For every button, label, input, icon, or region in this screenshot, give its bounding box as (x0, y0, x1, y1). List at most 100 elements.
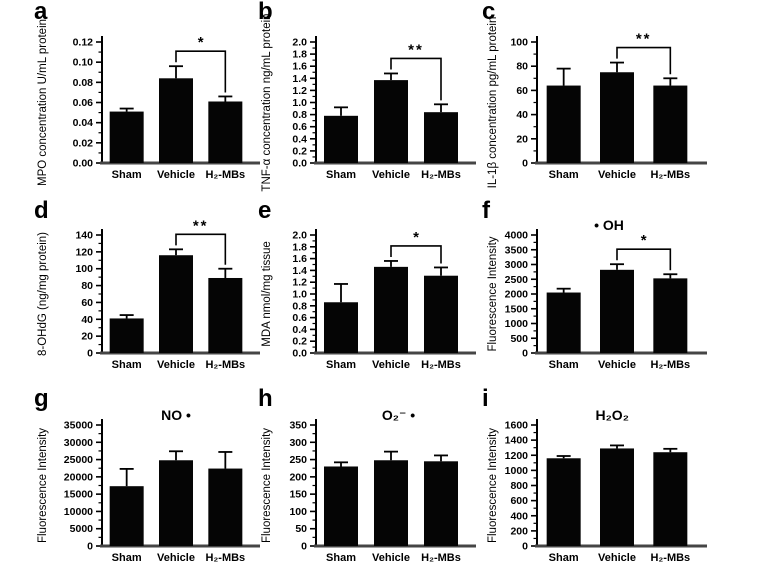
y-tick-label: 0.12 (73, 37, 94, 49)
panel-d-chart: 0 20 40 60 80 100 120 140 8-OHdG (ng/mg protein)… (37, 217, 260, 371)
y-axis-title: MDA nmol/mg tissue (261, 241, 273, 346)
panel-g-chart: 0 5000 10000 15000 20000 25000 30000 35000 Fluor… (37, 407, 260, 564)
y-tick-label: 0.0 (292, 158, 307, 170)
y-tick-label: 1.0 (292, 289, 307, 301)
bar-vehicle (374, 80, 408, 163)
y-tick-label: 0.8 (292, 300, 307, 312)
significance-bracket (390, 57, 442, 101)
y-tick-label: 4000 (505, 230, 529, 242)
bar-sham (546, 85, 581, 163)
y-tick-label: 20 (81, 331, 93, 343)
y-axis-title: Fluorescence Intensity (487, 236, 499, 351)
significance-bracket (390, 245, 442, 264)
panel-title: • OH (594, 217, 624, 233)
y-axis-title: TNF-α concentration ng/mL protein (261, 13, 273, 191)
y-tick-label: 0.06 (73, 97, 94, 109)
bar-h-mbs (208, 277, 243, 353)
category-label: H₂-MBs (421, 359, 461, 371)
y-tick-label: 80 (81, 280, 93, 292)
y-tick-label: 2.0 (292, 230, 307, 242)
y-tick-label: 1200 (505, 450, 529, 462)
panel-i-chart: 0 200 400 600 800 1000 1200 1400 1600 Fluorescenc… (487, 407, 707, 564)
category-label: H₂-MBs (205, 552, 245, 564)
y-tick-label: 1400 (505, 435, 529, 447)
category-label: Sham (549, 552, 579, 564)
significance-label: ** (193, 217, 209, 234)
panel-i: i 0 200 400 600 800 1000 1200 1400 1600 Fluorescen… (482, 385, 764, 578)
y-tick-label: 20000 (64, 471, 93, 483)
y-tick-label: 0.4 (292, 133, 307, 145)
y-tick-label: 0.02 (73, 137, 94, 149)
y-tick-label: 50 (295, 523, 307, 535)
category-label: Vehicle (372, 552, 410, 564)
bar-vehicle (600, 448, 634, 546)
bar-sham (109, 111, 144, 163)
bar-vehicle (600, 269, 634, 353)
y-tick-label: 0 (301, 541, 307, 553)
y-tick-label: 1000 (505, 465, 529, 477)
y-tick-label: 1.8 (292, 241, 307, 253)
y-tick-label: 0 (87, 541, 93, 553)
y-tick-label: 0.2 (292, 145, 307, 157)
y-axis-title: IL-1β concentration pg/mL protein (487, 17, 499, 189)
category-label: Vehicle (598, 359, 636, 371)
bar-h-mbs (208, 101, 243, 163)
y-tick-label: 1.8 (292, 49, 307, 61)
significance-bracket (175, 233, 227, 265)
y-tick-label: 140 (75, 230, 93, 242)
category-label: Vehicle (598, 552, 636, 564)
category-label: Vehicle (157, 359, 195, 371)
category-label: Vehicle (598, 169, 636, 181)
category-label: H₂-MBs (205, 359, 245, 371)
significance-label: * (641, 232, 647, 249)
panel-letter-d: d (34, 197, 49, 224)
y-tick-label: 5000 (70, 523, 94, 535)
category-label: Sham (549, 359, 579, 371)
bar-sham (324, 115, 358, 163)
bar-h-mbs (653, 452, 688, 546)
category-label: Sham (549, 169, 579, 181)
panel-c-chart: 0 20 40 60 80 100 IL-1β concentration pg/mL pr… (487, 17, 707, 189)
y-axis-title: Fluorescence Intensity (487, 428, 499, 543)
significance-label: ** (408, 41, 424, 58)
y-tick-label: 0 (522, 158, 528, 170)
y-tick-label: 1.0 (292, 97, 307, 109)
category-label: Vehicle (157, 169, 195, 181)
panel-a-chart: 0.00 0.02 0.04 0.06 0.08 0.10 0.12 MPO concentr… (37, 19, 260, 186)
panel-letter-a: a (34, 0, 48, 25)
panel-e-chart: 0.00.20.40.60.81.01.21.41.61.82.0 MDA nmo… (261, 229, 476, 371)
y-tick-label: 0 (87, 348, 93, 360)
bar-vehicle (159, 460, 193, 546)
panel-f-chart: 0 500 1000 1500 2000 2500 3000 3500 4000 Fluoresc… (487, 217, 707, 371)
bar-sham (324, 302, 358, 353)
y-tick-label: 100 (510, 37, 528, 49)
y-tick-label: 3500 (505, 244, 529, 256)
y-tick-label: 20 (516, 133, 528, 145)
bar-h-mbs (653, 278, 688, 353)
y-axis-title: Fluorescence Intensity (37, 428, 49, 543)
significance-label: * (413, 229, 419, 246)
y-tick-label: 500 (510, 333, 528, 345)
y-tick-label: 60 (516, 85, 528, 97)
y-tick-label: 35000 (64, 420, 93, 432)
y-tick-label: 200 (289, 471, 307, 483)
y-tick-label: 100 (289, 506, 307, 518)
category-label: H₂-MBs (421, 552, 461, 564)
category-label: Vehicle (372, 359, 410, 371)
bar-sham (546, 292, 581, 353)
panel-a: a 0.00 0.02 0.04 0.06 0.08 0.10 0.12 MPO concent… (0, 0, 260, 195)
y-tick-label: 0.2 (292, 336, 307, 348)
category-label: Vehicle (372, 169, 410, 181)
panel-h: h 0 50 100 150 200 250 300 350 Fluorescence Inten… (250, 385, 490, 578)
y-tick-label: 3000 (505, 259, 529, 271)
y-tick-label: 250 (289, 454, 307, 466)
panel-b-chart: 0.00.20.40.60.81.01.21.41.61.82.0 TNF-α c… (261, 13, 476, 192)
y-tick-label: 350 (289, 420, 307, 432)
y-tick-label: 0.6 (292, 312, 307, 324)
category-label: Sham (112, 552, 142, 564)
y-tick-label: 80 (516, 61, 528, 73)
y-tick-label: 300 (289, 437, 307, 449)
panel-letter-b: b (258, 0, 273, 25)
y-tick-label: 40 (516, 109, 528, 121)
